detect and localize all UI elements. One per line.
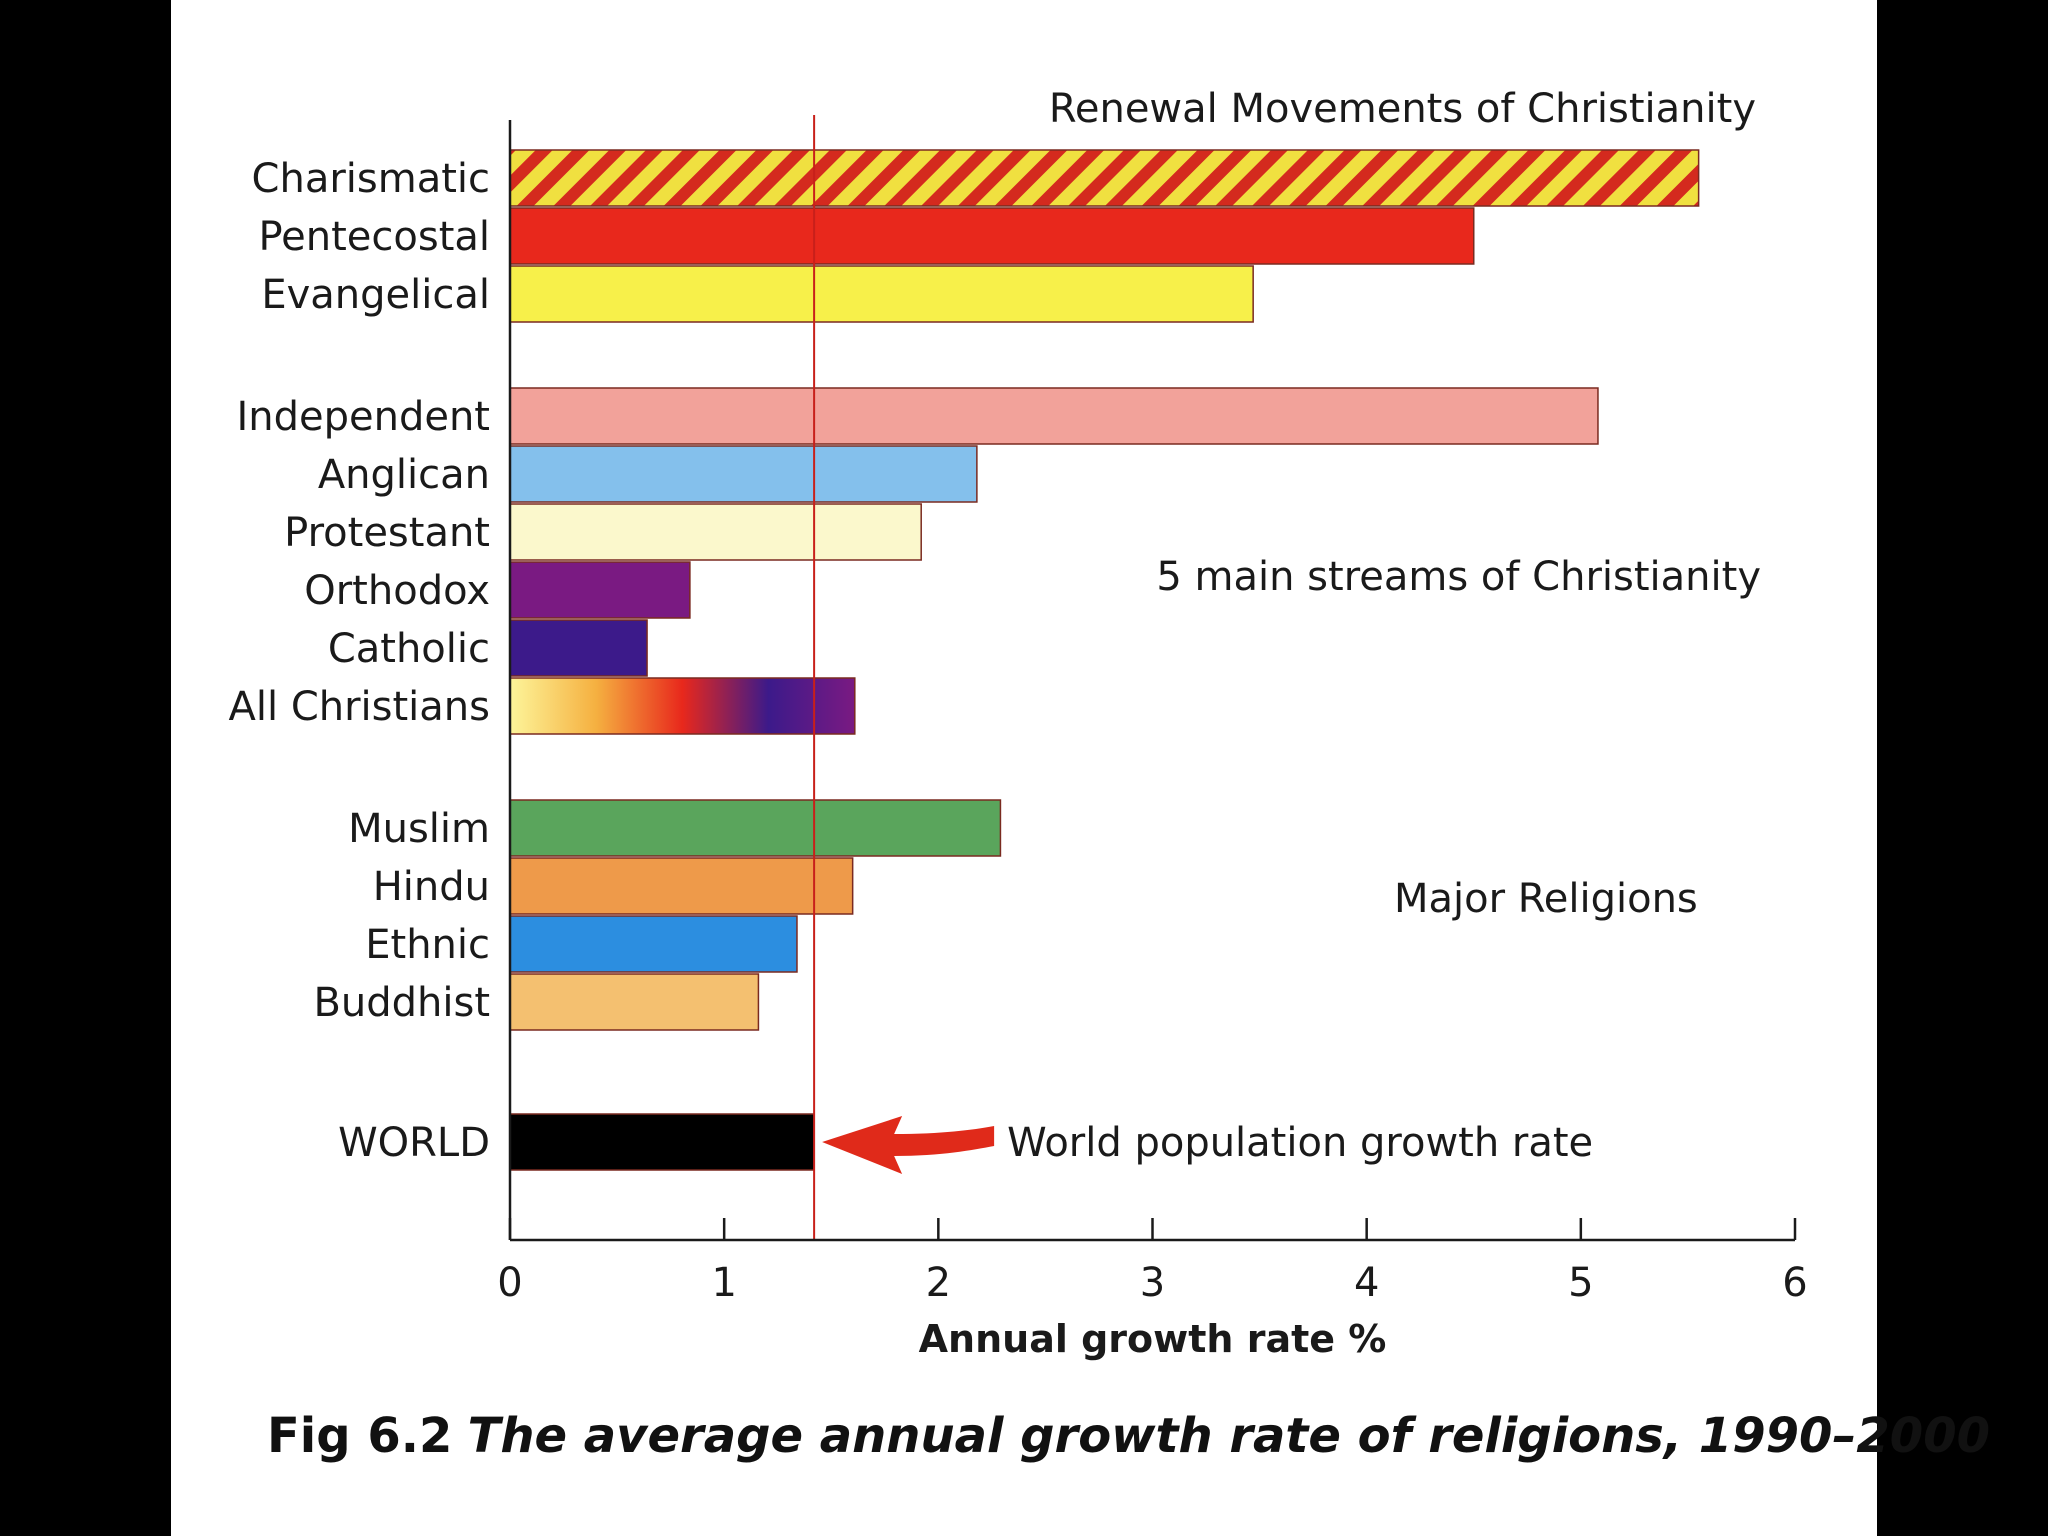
bar-orthodox	[509, 561, 691, 619]
figure-page: Charismatic Pentecostal Evangelical Indepen…	[171, 0, 1990, 1536]
x-tick-label-0: 0	[497, 1260, 522, 1306]
x-tick-label-2: 2	[926, 1260, 951, 1306]
group-label-1: 5 main streams of Christianity	[1156, 554, 1761, 600]
bar-independent	[509, 387, 1599, 445]
bar-protestant	[509, 503, 922, 561]
bar-all-christians	[509, 677, 856, 735]
category-label-catholic: Catholic	[328, 626, 490, 672]
bar-catholic	[509, 619, 648, 677]
x-tick-label-6: 6	[1782, 1260, 1807, 1306]
category-label-pentecostal: Pentecostal	[258, 214, 490, 260]
category-label-ethnic: Ethnic	[365, 922, 490, 968]
figure-number: Fig 6.2	[267, 1408, 453, 1464]
bar-buddhist	[509, 973, 760, 1031]
category-label-all-christians: All Christians	[229, 684, 490, 730]
bar-ethnic	[509, 915, 798, 973]
figure-description: The average annual growth rate of religi…	[467, 1408, 1990, 1464]
category-label-buddhist: Buddhist	[313, 980, 490, 1026]
category-label-world: WORLD	[338, 1120, 490, 1166]
figure-caption: Fig 6.2 The average annual growth rate o…	[267, 1408, 1990, 1464]
bar-anglican	[509, 445, 978, 503]
x-tick-label-5: 5	[1568, 1260, 1593, 1306]
category-label-orthodox: Orthodox	[304, 568, 490, 614]
bar-pentecostal	[509, 207, 1475, 265]
group-label-0: Renewal Movements of Christianity	[1049, 86, 1756, 132]
category-label-charismatic: Charismatic	[252, 156, 490, 202]
category-label-anglican: Anglican	[318, 452, 490, 498]
category-label-protestant: Protestant	[284, 510, 490, 556]
reference-line-label: World population growth rate	[1007, 1120, 1593, 1166]
category-label-evangelical: Evangelical	[261, 272, 490, 318]
category-label-muslim: Muslim	[348, 806, 490, 852]
category-label-hindu: Hindu	[373, 864, 490, 910]
reference-arrow-icon	[822, 1116, 995, 1174]
bar-charismatic	[509, 149, 1700, 207]
growth-rate-bar-chart: Charismatic Pentecostal Evangelical Indepen…	[229, 86, 1808, 1361]
bar-hindu	[509, 857, 854, 915]
bar-world	[509, 1113, 815, 1171]
category-label-independent: Independent	[236, 394, 490, 440]
x-tick-label-3: 3	[1140, 1260, 1165, 1306]
x-axis-title: Annual growth rate %	[919, 1317, 1387, 1361]
group-label-2: Major Religions	[1394, 876, 1698, 922]
x-tick-label-4: 4	[1354, 1260, 1379, 1306]
bar-muslim	[509, 799, 1002, 857]
bar-evangelical	[509, 265, 1254, 323]
x-tick-label-1: 1	[711, 1260, 736, 1306]
